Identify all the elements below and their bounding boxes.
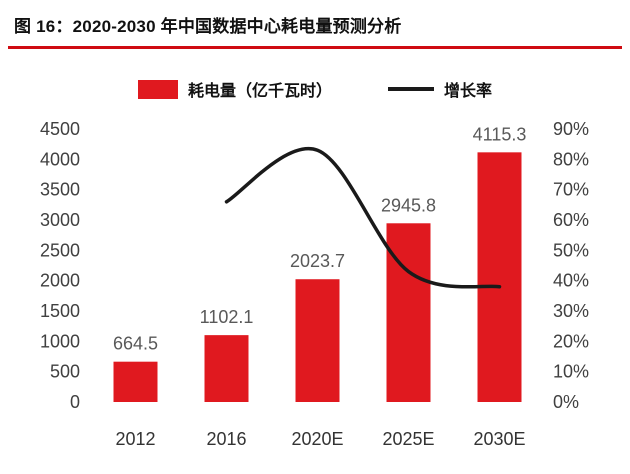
figure-title: 图 16：2020-2030 年中国数据中心耗电量预测分析 [14,17,402,36]
legend-label-growth-rate: 增长率 [444,83,493,100]
left-axis-tick-label: 4000 [40,149,80,169]
x-axis-label: 2012 [115,429,155,449]
x-axis-label: 2020E [291,429,343,449]
legend-item-growth-rate: 增长率 [388,77,492,101]
left-axis-tick-label: 0 [70,392,80,412]
x-axis-label: 2016 [206,429,246,449]
left-axis-tick-label: 2000 [40,271,80,291]
right-axis-tick-label: 60% [553,210,589,230]
growth-rate-line [224,146,502,289]
right-axis-tick-label: 80% [553,149,589,169]
left-axis-tick-label: 1500 [40,301,80,321]
right-axis-tick-label: 70% [553,180,589,200]
right-axis-tick-label: 0% [553,392,579,412]
left-axis-tick-label: 3000 [40,210,80,230]
bar-value-label: 1102.1 [200,307,254,327]
legend-item-consumption: 耗电量（亿千瓦时） [137,77,332,101]
left-axis-tick-label: 3500 [40,180,80,200]
bar-value-label: 2945.8 [381,195,436,215]
line-swatch-icon [388,87,434,91]
title-underline [8,46,622,49]
bar-value-label: 664.5 [113,334,158,354]
right-axis-tick-label: 90% [553,119,589,139]
right-axis-tick-label: 10% [553,362,589,382]
right-axis-tick-label: 40% [553,271,589,291]
left-axis-tick-label: 4500 [40,119,80,139]
right-axis-tick-label: 50% [553,240,589,260]
combo-chart: 0 500 1000 1500 2000 2500 3000 3500 4000 4500 0% 10… [40,119,589,449]
left-axis-tick-label: 1000 [40,331,80,351]
right-axis-tick-label: 20% [553,331,589,351]
right-axis-tick-label: 30% [553,301,589,321]
bar-value-label: 4115.3 [473,124,527,144]
bar-2012 [113,361,158,402]
left-axis-tick-label: 500 [50,362,80,382]
bar-value-label: 2023.7 [290,251,345,271]
left-axis-tick-label: 2500 [40,240,80,260]
bar-2020E [295,279,340,402]
chart-legend: 耗电量（亿千瓦时） 增长率 [0,77,630,101]
bar-2030E [477,152,522,402]
bar-swatch-icon [137,79,178,99]
bar-2025E [386,223,431,402]
x-axis-label: 2030E [473,429,525,449]
bar-2016 [204,335,249,402]
x-axis-label: 2025E [382,429,434,449]
legend-label-consumption: 耗电量（亿千瓦时） [187,83,332,100]
